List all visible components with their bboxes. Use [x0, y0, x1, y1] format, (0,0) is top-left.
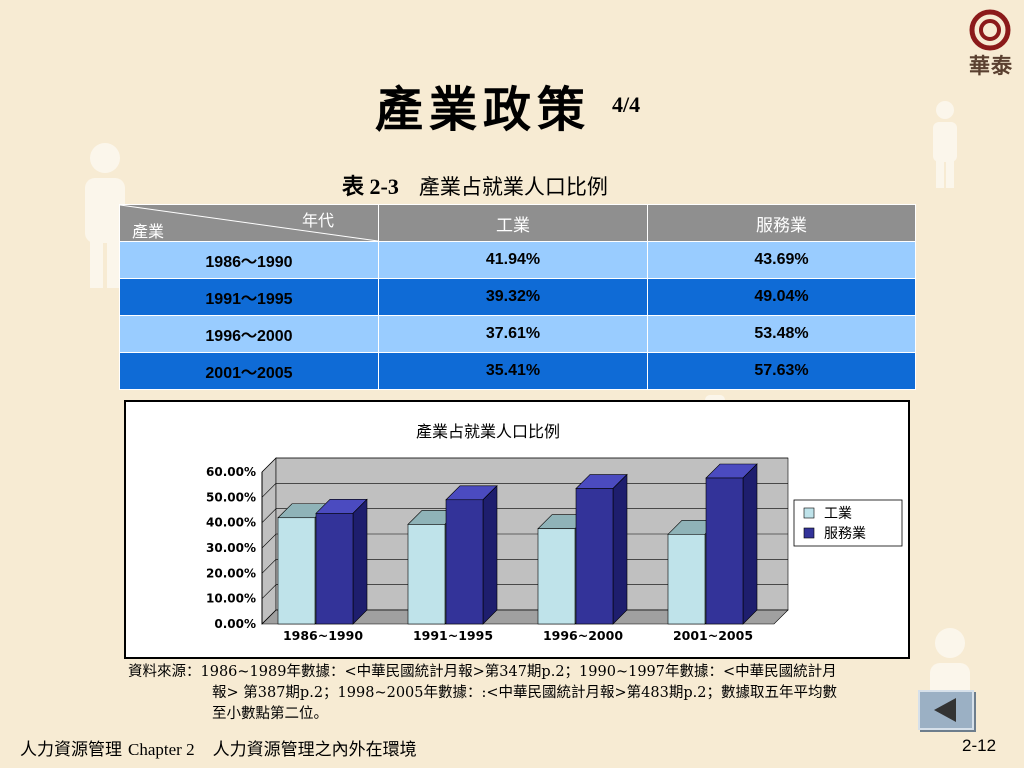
bar-side — [482, 485, 498, 625]
background-person-figure — [85, 143, 125, 288]
source-line-3: 至小數點第二位。 — [212, 706, 328, 722]
legend-label: 服務業 — [824, 526, 866, 542]
bar — [445, 499, 484, 625]
period-cell: 1996～2000 — [119, 315, 379, 353]
footer-chapter: Chapter 2 — [128, 740, 195, 759]
industry-cell: 39.32% — [378, 278, 648, 316]
logo-text: 華泰 — [969, 53, 1013, 78]
y-tick-label: 20.00% — [206, 566, 256, 580]
y-tick-label: 10.00% — [206, 592, 256, 606]
legend-swatch — [803, 507, 815, 519]
column-header-industry: 工業 — [378, 204, 648, 242]
bar — [667, 533, 706, 625]
legend-swatch — [803, 527, 815, 539]
gridline — [261, 457, 788, 473]
diagonal-divider — [120, 205, 378, 241]
column-header-service: 服務業 — [647, 204, 916, 242]
table-caption: 表 2-3 產業占就業人口比例 — [342, 169, 608, 201]
period-cell: 2001～2005 — [119, 352, 379, 390]
table-row: 1986～1990 41.94% 43.69% — [119, 241, 916, 279]
source-line-1: 資料來源：1986~1989年數據：<中華民國統計月報>第347期p.2；199… — [128, 664, 837, 680]
industry-cell: 41.94% — [378, 241, 648, 279]
page-title: 產業政策 — [375, 82, 592, 138]
service-cell: 49.04% — [647, 278, 916, 316]
back-arrow-icon — [934, 698, 956, 722]
column-axis-label: 年代 — [302, 211, 335, 230]
back-button[interactable] — [918, 690, 974, 730]
service-cell: 53.48% — [647, 315, 916, 353]
footer-book-title: 人力資源管理 — [20, 740, 122, 760]
chart-legend — [793, 499, 903, 547]
bar-side — [352, 498, 368, 625]
table-header-row: 產業 年代 工業 服務業 — [119, 204, 916, 242]
period-cell: 1986～1990 — [119, 241, 379, 279]
data-table: 產業 年代 工業 服務業 1986～1990 41.94% 43.69% 199… — [119, 204, 916, 390]
page-fraction: 4/4 — [612, 92, 641, 117]
bar-side — [742, 463, 758, 625]
bar — [407, 524, 446, 625]
service-cell: 57.63% — [647, 352, 916, 390]
table-row: 1991～1995 39.32% 49.04% — [119, 278, 916, 316]
x-tick-label: 1991~1995 — [413, 628, 493, 643]
page-number: 2-12 — [962, 736, 997, 755]
x-tick-label: 2001~2005 — [673, 628, 753, 643]
bar-chart: 產業占就業人口比例 0.00% 10.00% 20.00% 30.00% 40.00% 50… — [206, 422, 903, 643]
y-tick-label: 0.00% — [214, 617, 256, 631]
y-tick-label: 50.00% — [206, 490, 256, 504]
bar — [315, 513, 354, 625]
bar — [277, 517, 316, 625]
table-row: 2001～2005 35.41% 57.63% — [119, 352, 916, 390]
service-cell: 43.69% — [647, 241, 916, 279]
legend-label: 工業 — [824, 506, 852, 522]
row-axis-label: 產業 — [132, 222, 165, 241]
industry-cell: 35.41% — [378, 352, 648, 390]
y-tick-label: 60.00% — [206, 465, 256, 479]
bar — [705, 477, 744, 625]
background-person-figure — [933, 101, 957, 188]
industry-cell: 37.61% — [378, 315, 648, 353]
y-tick-label: 30.00% — [206, 541, 256, 555]
chart-title: 產業占就業人口比例 — [416, 422, 560, 441]
table-caption-number: 表 2-3 — [342, 174, 399, 199]
footer-book-info: 人力資源管理 Chapter 2 人力資源管理之內外在環境 — [20, 735, 417, 760]
y-tick-label: 40.00% — [206, 516, 256, 530]
chart-container: 產業占就業人口比例 0.00% 10.00% 20.00% 30.00% 40.00% 50… — [124, 400, 910, 659]
table-corner-cell: 產業 年代 — [119, 204, 379, 242]
footer-chapter-title: 人力資源管理之內外在環境 — [212, 740, 417, 760]
source-note: 資料來源：1986~1989年數據：<中華民國統計月報>第347期p.2；199… — [128, 662, 888, 725]
bar — [537, 528, 576, 625]
table-row: 1996～2000 37.61% 53.48% — [119, 315, 916, 353]
bar-side — [612, 473, 628, 625]
source-line-2: 報> 第387期p.2；1998~2005年數據：:<中華民國統計月報>第483… — [212, 685, 837, 701]
period-cell: 1991～1995 — [119, 278, 379, 316]
bar — [575, 488, 614, 625]
x-tick-label: 1996~2000 — [543, 628, 623, 643]
huatai-logo-icon — [969, 9, 1011, 51]
table-caption-text: 產業占就業人口比例 — [418, 175, 608, 199]
x-tick-label: 1986~1990 — [283, 628, 363, 643]
